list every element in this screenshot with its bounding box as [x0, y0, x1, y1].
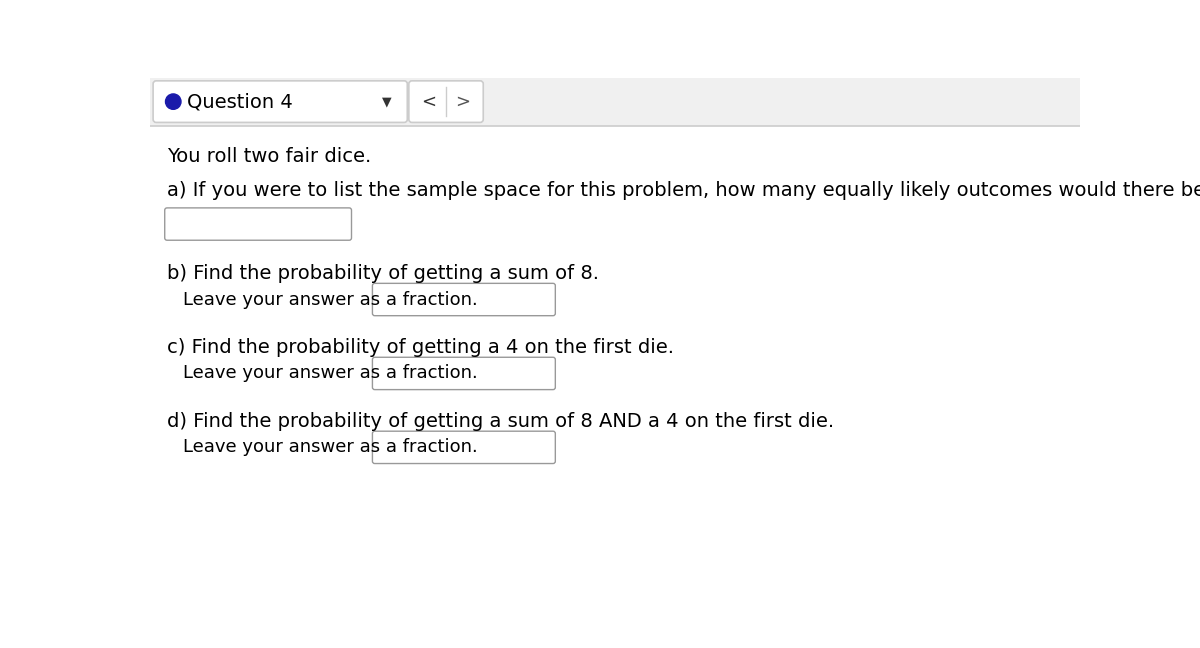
Text: Leave your answer as a fraction.: Leave your answer as a fraction. — [182, 438, 478, 456]
Text: Leave your answer as a fraction.: Leave your answer as a fraction. — [182, 290, 478, 308]
FancyBboxPatch shape — [154, 81, 407, 122]
FancyBboxPatch shape — [372, 357, 556, 389]
Text: a) If you were to list the sample space for this problem, how many equally likel: a) If you were to list the sample space … — [167, 181, 1200, 200]
Circle shape — [166, 94, 181, 110]
Text: ▼: ▼ — [383, 95, 392, 108]
Text: Question 4: Question 4 — [187, 92, 293, 111]
FancyBboxPatch shape — [372, 283, 556, 316]
FancyBboxPatch shape — [164, 208, 352, 240]
Text: b) Find the probability of getting a sum of 8.: b) Find the probability of getting a sum… — [167, 264, 599, 283]
FancyBboxPatch shape — [150, 78, 1080, 126]
Text: Leave your answer as a fraction.: Leave your answer as a fraction. — [182, 364, 478, 382]
FancyBboxPatch shape — [372, 431, 556, 463]
Text: You roll two fair dice.: You roll two fair dice. — [167, 147, 371, 166]
Text: >: > — [456, 93, 470, 111]
FancyBboxPatch shape — [409, 81, 484, 122]
Text: d) Find the probability of getting a sum of 8 AND a 4 on the first die.: d) Find the probability of getting a sum… — [167, 412, 834, 431]
Text: <: < — [421, 93, 437, 111]
Text: c) Find the probability of getting a 4 on the first die.: c) Find the probability of getting a 4 o… — [167, 338, 674, 357]
